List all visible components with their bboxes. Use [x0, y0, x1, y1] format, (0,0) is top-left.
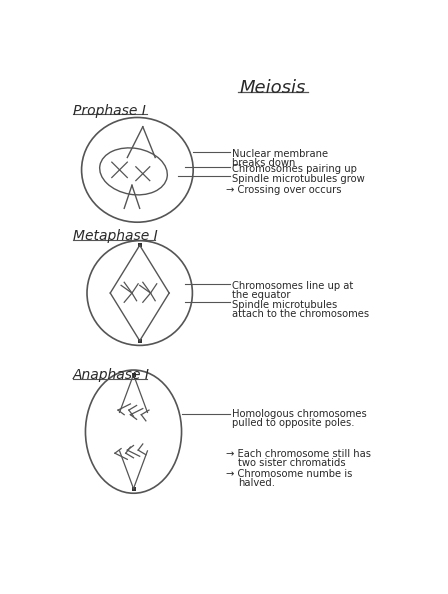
Text: attach to the chromosomes: attach to the chromosomes: [232, 309, 369, 319]
Text: → Chromosome numbe is: → Chromosome numbe is: [227, 469, 353, 479]
Text: → Each chromosome still has: → Each chromosome still has: [227, 448, 371, 459]
Text: the equator: the equator: [232, 290, 290, 300]
Text: pulled to opposite poles.: pulled to opposite poles.: [232, 418, 354, 428]
Text: Chromosomes line up at: Chromosomes line up at: [232, 281, 353, 290]
Text: Meiosis: Meiosis: [240, 79, 306, 97]
Text: Homologous chromosomes: Homologous chromosomes: [232, 409, 366, 419]
Text: two sister chromatids: two sister chromatids: [238, 458, 346, 468]
Text: Anaphase I: Anaphase I: [73, 368, 150, 382]
Text: Spindle microtubules: Spindle microtubules: [232, 300, 337, 310]
Text: Nuclear membrane: Nuclear membrane: [232, 149, 328, 159]
Text: Prophase I: Prophase I: [73, 103, 146, 118]
Text: Chromosomes pairing up: Chromosomes pairing up: [232, 165, 357, 175]
Text: halved.: halved.: [238, 478, 275, 488]
Text: Spindle microtubules grow: Spindle microtubules grow: [232, 173, 365, 184]
Text: breaks down: breaks down: [232, 158, 295, 168]
Text: → Crossing over occurs: → Crossing over occurs: [227, 185, 342, 195]
Text: Metaphase I: Metaphase I: [73, 229, 158, 243]
